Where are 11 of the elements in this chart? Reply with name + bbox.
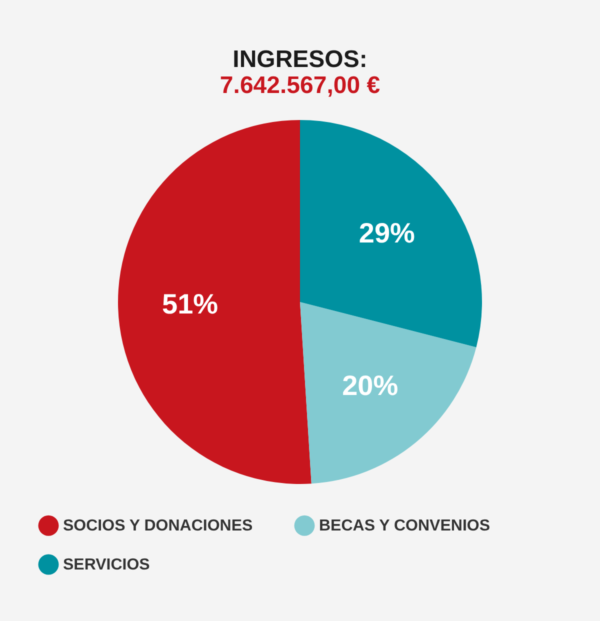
- pie-slice: [300, 120, 482, 348]
- data-label: 29%: [358, 218, 416, 249]
- chart-subtitle: 7.642.567,00 €: [220, 72, 380, 99]
- chart-title: INGRESOS:: [232, 46, 368, 73]
- legend-label: BECAS Y CONVENIOS: [319, 518, 490, 535]
- data-label: 20%: [342, 370, 398, 401]
- legend-label: SOCIOS Y DONACIONES: [63, 518, 253, 535]
- data-label: 51%: [162, 288, 218, 320]
- pie-slice: [118, 120, 312, 484]
- pie-slice: [300, 302, 476, 484]
- legend-label: SERVICIOS: [63, 556, 150, 574]
